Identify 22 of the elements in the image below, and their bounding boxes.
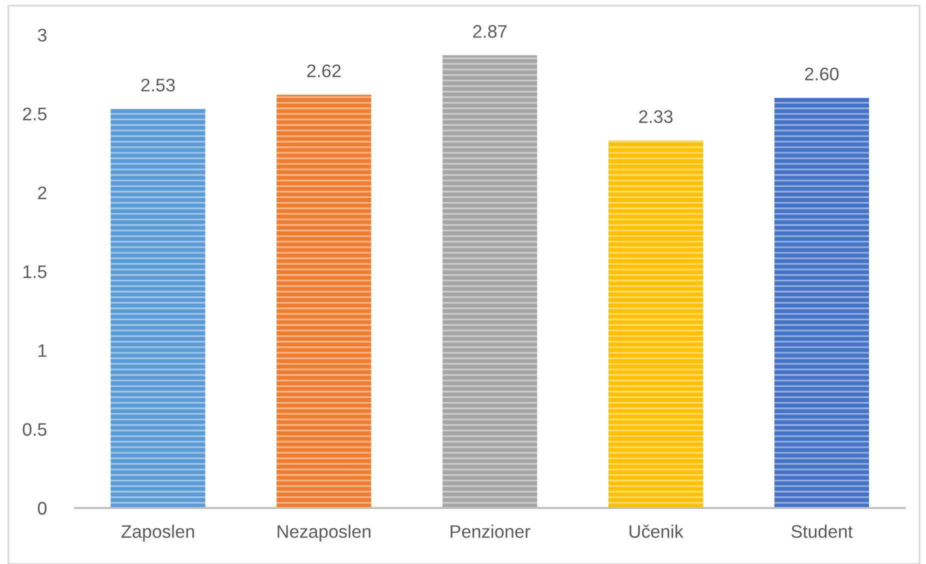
- bar: [774, 98, 870, 508]
- data-label: 2.60: [805, 68, 839, 80]
- y-tick-label: 0: [38, 502, 47, 515]
- data-label: 2.53: [141, 78, 175, 92]
- y-tick-label: 3: [38, 28, 46, 42]
- bar: [110, 108, 206, 508]
- bar: [608, 140, 704, 508]
- bar: [276, 94, 372, 508]
- x-tick-label: Zaposlen: [121, 524, 194, 542]
- data-label: 2.87: [473, 25, 507, 38]
- x-tick-label: Učenik: [630, 524, 684, 538]
- y-tick-label: 0.5: [22, 423, 46, 436]
- bar: [442, 55, 538, 508]
- y-tick-label: 2.5: [23, 108, 46, 120]
- y-tick-label: 1: [38, 344, 46, 357]
- data-label: 2.33: [639, 110, 673, 124]
- data-label: 2.62: [307, 64, 341, 78]
- x-tick-label: Penzioner: [450, 524, 530, 538]
- x-tick-label: Student: [791, 524, 853, 538]
- y-tick-label: 1.5: [24, 266, 46, 278]
- x-tick-label: Nezaposlen: [278, 524, 370, 542]
- y-tick-label: 2: [38, 186, 46, 200]
